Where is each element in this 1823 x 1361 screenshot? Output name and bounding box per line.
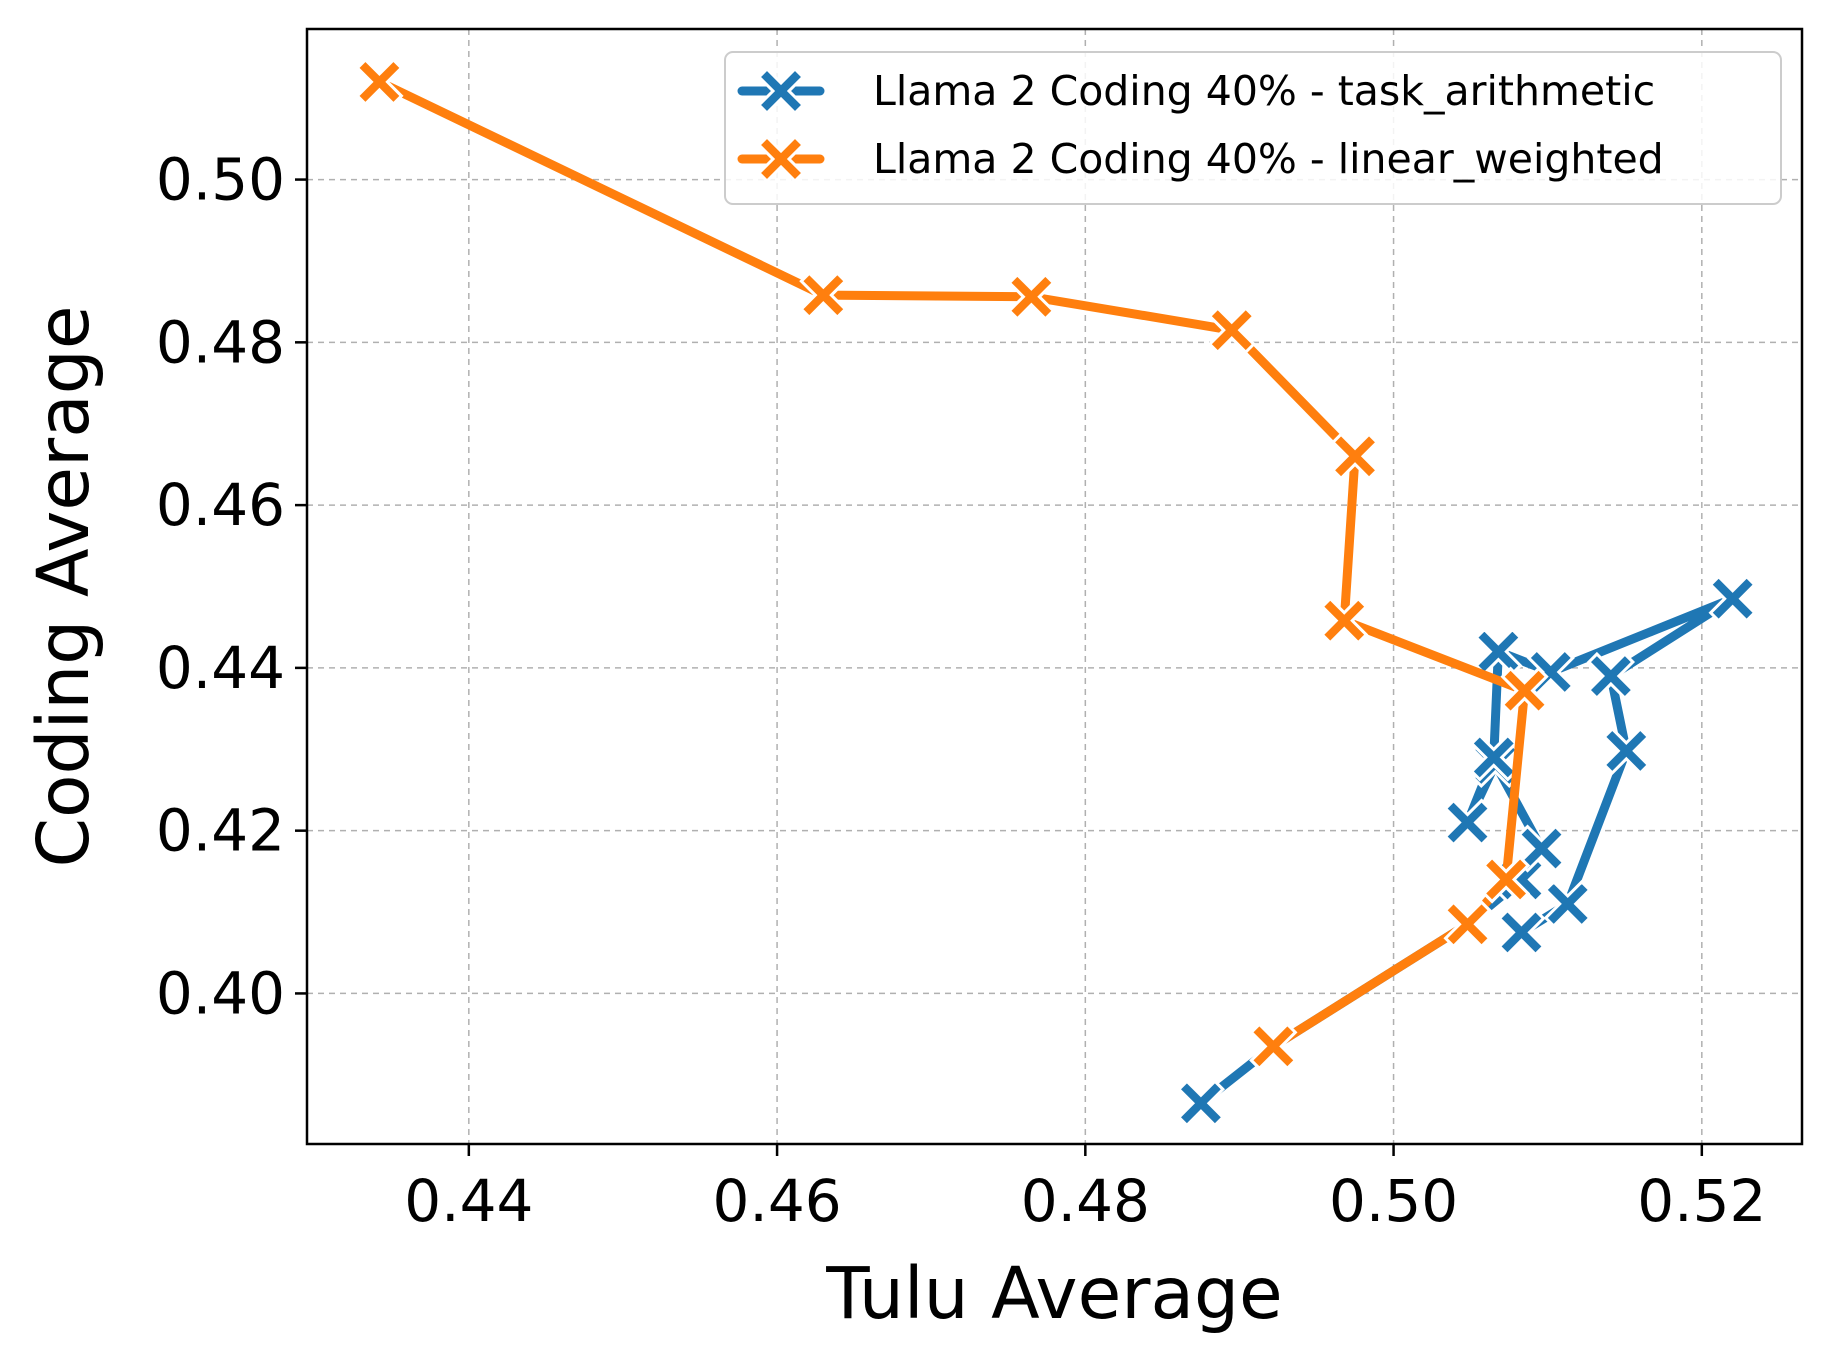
data-point xyxy=(799,271,848,320)
y-tick-label: 0.40 xyxy=(156,959,285,1027)
legend-marker xyxy=(756,134,806,184)
legend-label: Llama 2 Coding 40% - task_arithmetic xyxy=(873,67,1655,115)
data-point xyxy=(1481,855,1531,904)
legend-box xyxy=(724,51,1782,205)
data-point xyxy=(1207,306,1256,355)
x-axis-title: Tulu Average xyxy=(825,1252,1282,1335)
data-point xyxy=(1602,726,1651,776)
data-point xyxy=(1500,666,1549,715)
data-point xyxy=(1708,574,1757,623)
data-point xyxy=(355,57,404,107)
series-line xyxy=(374,77,1530,1051)
y-axis-title: Coding Average xyxy=(22,305,105,867)
x-tick-label: 0.50 xyxy=(1329,1167,1458,1235)
data-point xyxy=(1007,272,1056,321)
series-2 xyxy=(355,57,1549,1071)
y-tick-label: 0.44 xyxy=(156,634,285,702)
x-tick-label: 0.44 xyxy=(404,1167,533,1235)
y-tick-label: 0.46 xyxy=(156,471,285,539)
y-tick-label: 0.50 xyxy=(156,146,285,214)
x-tick-label: 0.48 xyxy=(1021,1167,1150,1235)
y-tick-label: 0.42 xyxy=(156,797,285,865)
data-point xyxy=(1249,1022,1298,1071)
legend-entry-1: Llama 2 Coding 40% - task_arithmetic xyxy=(737,66,1655,116)
data-point xyxy=(1443,798,1492,847)
y-tick-label: 0.48 xyxy=(156,308,285,376)
data-point xyxy=(1320,596,1369,645)
data-point xyxy=(1497,908,1546,957)
ticks: 0.44 0.46 0.48 0.50 0.52 0.40 0.42 0.44 0.46 0.48… xyxy=(156,146,1767,1235)
data-point xyxy=(1543,879,1592,929)
legend: Llama 2 Coding 40% - task_arithmetic Llam… xyxy=(724,51,1782,205)
x-tick-label: 0.52 xyxy=(1637,1167,1766,1235)
data-point xyxy=(1443,900,1492,949)
legend-marker xyxy=(756,66,806,116)
legend-entry-2: Llama 2 Coding 40% - linear_weighted xyxy=(737,134,1664,184)
plot-frame xyxy=(305,27,1804,1146)
legend-label: Llama 2 Coding 40% - linear_weighted xyxy=(873,135,1664,183)
data-point xyxy=(1586,651,1636,701)
data-point xyxy=(1330,432,1380,481)
x-tick-label: 0.46 xyxy=(713,1167,842,1235)
data-point xyxy=(1176,1079,1226,1128)
data-point xyxy=(1474,627,1523,676)
series-layer xyxy=(355,57,1757,1128)
